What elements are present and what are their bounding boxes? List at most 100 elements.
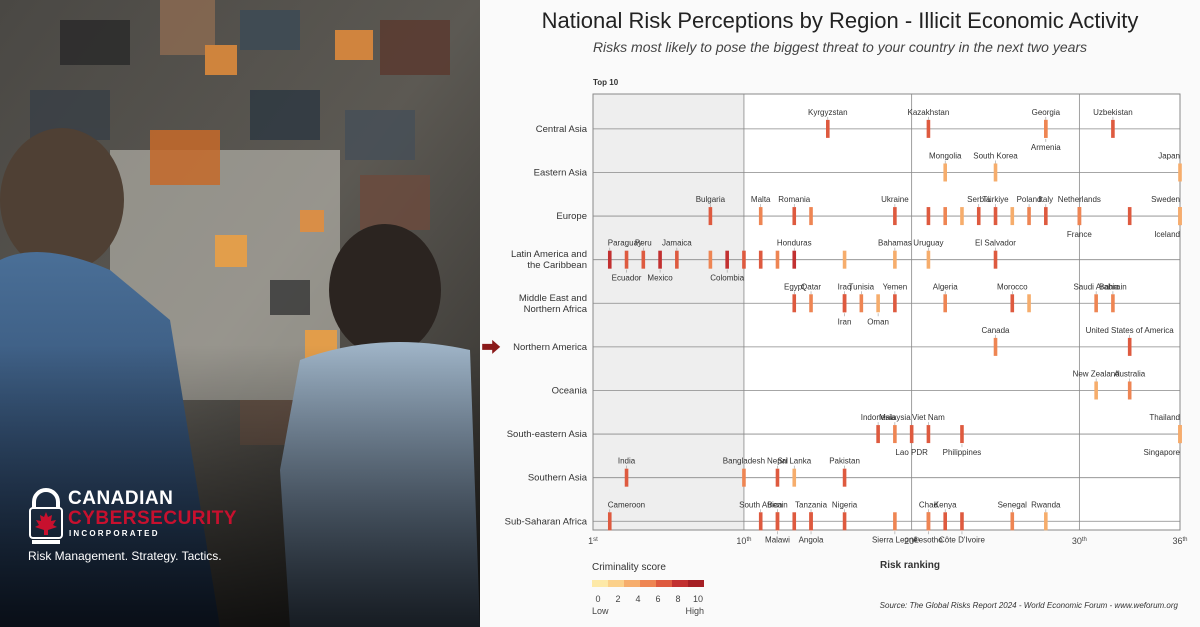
legend-tick-label: 2 bbox=[615, 594, 620, 604]
region-label: Europe bbox=[556, 211, 587, 222]
country-label: Mexico bbox=[647, 274, 673, 283]
country-label: Colombia bbox=[710, 274, 744, 283]
country-label: Kyrgyzstan bbox=[808, 108, 848, 117]
country-label: Uzbekistan bbox=[1093, 108, 1133, 117]
country-mark bbox=[809, 294, 813, 313]
country-mark bbox=[708, 207, 713, 226]
country-mark bbox=[893, 512, 897, 531]
country-label: Tanzania bbox=[795, 500, 828, 509]
country-mark bbox=[658, 250, 662, 269]
country-mark bbox=[775, 512, 780, 531]
country-mark bbox=[926, 425, 931, 444]
country-mark bbox=[1178, 425, 1182, 444]
country-mark bbox=[960, 207, 964, 226]
country-mark bbox=[1111, 294, 1115, 313]
country-label: Morocco bbox=[997, 282, 1028, 291]
country-label: Nepal bbox=[767, 457, 788, 466]
country-label: Yemen bbox=[883, 282, 908, 291]
country-mark bbox=[624, 250, 629, 269]
region-label: Central Asia bbox=[536, 124, 588, 135]
region-label: Latin America and bbox=[511, 249, 587, 260]
country-mark bbox=[1111, 119, 1115, 138]
country-mark bbox=[993, 207, 998, 226]
highlight-arrow-icon bbox=[482, 339, 501, 354]
country-mark bbox=[1127, 207, 1132, 226]
country-label: Bangladesh bbox=[723, 457, 765, 466]
country-mark bbox=[842, 468, 847, 487]
x-axis-title: Risk ranking bbox=[880, 560, 941, 571]
country-mark bbox=[960, 425, 964, 444]
country-label: Benin bbox=[767, 500, 787, 509]
country-mark bbox=[775, 250, 780, 269]
country-mark bbox=[960, 512, 964, 531]
country-mark bbox=[1178, 207, 1182, 226]
country-label: Canada bbox=[981, 326, 1010, 335]
region-label: Eastern Asia bbox=[534, 167, 588, 178]
country-mark bbox=[993, 163, 998, 182]
country-mark bbox=[775, 468, 780, 487]
country-mark bbox=[893, 250, 897, 269]
region-label: Oceania bbox=[552, 385, 588, 396]
country-label: Angola bbox=[799, 535, 824, 544]
brand-name-line2: CYBERSECURITY bbox=[68, 508, 238, 529]
country-label: Netherlands bbox=[1058, 195, 1101, 204]
region-label: Northern America bbox=[513, 342, 588, 353]
country-mark bbox=[1127, 381, 1132, 400]
chart-subtitle: Risks most likely to pose the biggest th… bbox=[592, 39, 1088, 55]
country-mark bbox=[792, 468, 797, 487]
country-label: Lao PDR bbox=[895, 448, 928, 457]
country-label: Armenia bbox=[1031, 143, 1061, 152]
region-label: Northern Africa bbox=[524, 304, 588, 315]
country-label: Oman bbox=[867, 317, 889, 326]
country-label: Honduras bbox=[777, 239, 812, 248]
country-label: Sri Lanka bbox=[777, 457, 811, 466]
country-label: Indonesia bbox=[861, 413, 896, 422]
region-label: the Caribbean bbox=[527, 260, 587, 271]
maple-leaf-lock-icon bbox=[29, 488, 63, 544]
country-label: Poland bbox=[1017, 195, 1042, 204]
country-mark bbox=[926, 512, 931, 531]
country-mark bbox=[876, 425, 880, 444]
country-label: Egypt bbox=[784, 282, 805, 291]
country-mark bbox=[893, 294, 897, 313]
plot-border bbox=[592, 93, 1181, 531]
country-label: Jamaica bbox=[662, 239, 692, 248]
country-label: Japan bbox=[1158, 151, 1180, 160]
region-label: Sub-Saharan Africa bbox=[505, 516, 588, 527]
country-label: Mongolia bbox=[929, 151, 962, 160]
country-mark bbox=[809, 207, 813, 226]
x-tick-label: 1st bbox=[588, 536, 598, 546]
country-label: Georgia bbox=[1032, 108, 1061, 117]
country-mark bbox=[809, 512, 813, 531]
legend-title: Criminality score bbox=[592, 562, 666, 573]
legend-swatch bbox=[672, 580, 688, 587]
country-label: Türkiye bbox=[982, 195, 1009, 204]
country-mark bbox=[943, 207, 947, 226]
country-mark bbox=[1077, 207, 1082, 226]
country-mark bbox=[758, 512, 763, 531]
chart-title: National Risk Perceptions by Region - Il… bbox=[541, 8, 1139, 33]
country-mark bbox=[893, 207, 897, 226]
country-mark bbox=[708, 250, 713, 269]
country-label: Cameroon bbox=[608, 500, 645, 509]
legend-high-label: High bbox=[685, 606, 704, 616]
country-mark bbox=[943, 512, 947, 531]
x-tick-label: 30th bbox=[1072, 536, 1087, 546]
country-label: Iceland bbox=[1154, 230, 1180, 239]
country-label: Saudi Arabia bbox=[1073, 282, 1119, 291]
country-mark bbox=[909, 425, 914, 444]
country-mark bbox=[893, 425, 897, 444]
country-label: Serbia bbox=[967, 195, 991, 204]
legend-tick-label: 10 bbox=[693, 594, 703, 604]
country-label: Australia bbox=[1114, 369, 1146, 378]
country-label: New Zealand bbox=[1073, 369, 1120, 378]
country-label: Algeria bbox=[933, 282, 958, 291]
x-tick-label: 36th bbox=[1172, 536, 1187, 546]
country-mark bbox=[1027, 207, 1031, 226]
country-mark bbox=[607, 250, 612, 269]
country-label: Nigeria bbox=[832, 500, 858, 509]
country-label: United States of America bbox=[1086, 326, 1175, 335]
country-mark bbox=[1127, 337, 1132, 356]
country-mark bbox=[1044, 119, 1048, 138]
legend-swatch bbox=[640, 580, 656, 587]
